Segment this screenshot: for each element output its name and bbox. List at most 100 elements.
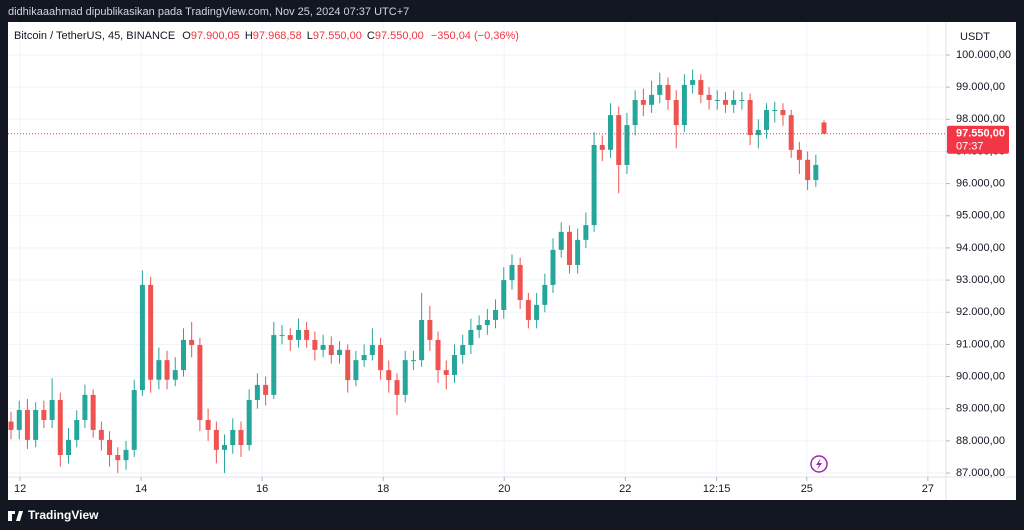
candle-body: [501, 280, 507, 310]
candle-body: [435, 339, 441, 371]
candle-body: [698, 80, 704, 95]
candle-body: [304, 329, 310, 340]
candle-body: [788, 115, 794, 150]
candle-body: [640, 100, 646, 105]
low-value: 97.550,00: [313, 30, 362, 42]
candle-body: [649, 94, 655, 105]
candle-body: [16, 409, 22, 430]
candle-body: [550, 249, 556, 285]
candle-body: [24, 409, 30, 440]
candle-body: [254, 384, 260, 401]
candle-body: [238, 429, 244, 446]
y-tick-label: 89.000,00: [956, 403, 1005, 415]
open-key: O: [182, 30, 191, 42]
candle-body: [172, 370, 178, 380]
author-line: didhikaaahmad dipublikasikan pada Tradin…: [8, 6, 409, 18]
candle-body: [246, 400, 252, 446]
brand-logo: [8, 511, 23, 521]
candle-body: [66, 439, 72, 456]
candle-body: [706, 94, 712, 101]
candle-body: [98, 429, 104, 440]
candle-body: [657, 84, 663, 95]
y-tick-label: 92.000,00: [956, 306, 1005, 318]
candle-body: [525, 300, 531, 320]
y-tick-label: 93.000,00: [956, 274, 1005, 286]
candle-body: [222, 445, 228, 450]
chart-legend: Bitcoin / TetherUS, 45, BINANCE O97.900,…: [14, 30, 519, 42]
candle-body: [386, 370, 392, 381]
candle-body: [427, 319, 433, 340]
x-tick-label: 25: [801, 483, 813, 495]
high-value: 97.968,58: [253, 30, 302, 42]
candle-body: [189, 339, 195, 346]
candle-body: [558, 231, 564, 250]
x-tick-label: 12: [14, 483, 26, 495]
candles: [8, 69, 827, 474]
y-tick-label: 96.000,00: [956, 178, 1005, 190]
alert-icon[interactable]: [810, 455, 828, 473]
candle-body: [517, 264, 523, 301]
candle-body: [361, 355, 367, 361]
y-tick-label: 88.000,00: [956, 435, 1005, 447]
x-tick-label: 22: [619, 483, 631, 495]
candle-body: [739, 100, 745, 102]
candle-body: [82, 394, 88, 420]
candle-body: [57, 400, 63, 456]
candle-body: [279, 335, 285, 337]
change-value: −350,04 (−0,36%): [431, 30, 519, 42]
x-tick-label: 27: [922, 483, 934, 495]
candle-body: [33, 409, 39, 440]
candle-body: [345, 349, 351, 381]
candle-body: [665, 84, 671, 101]
close-key: C: [367, 30, 375, 42]
candle-body: [328, 345, 334, 356]
candle-body: [123, 449, 129, 461]
brand-name: TradingView: [28, 508, 99, 522]
x-tick-label: 18: [377, 483, 389, 495]
candle-body: [312, 339, 318, 350]
candle-body: [493, 309, 499, 320]
y-tick-label: 98.000,00: [956, 113, 1005, 125]
last-price-label: 97.550,00: [956, 128, 1005, 140]
low-key: L: [307, 30, 313, 42]
candle-body: [583, 225, 589, 240]
candle-body: [632, 100, 638, 126]
candle-body: [41, 409, 47, 420]
candle-body: [731, 100, 737, 105]
last-time-label: 07:37: [956, 141, 984, 153]
open-value: 97.900,05: [191, 30, 240, 42]
high-key: H: [245, 30, 253, 42]
candle-body: [534, 304, 540, 320]
y-tick-label: 95.000,00: [956, 210, 1005, 222]
candle-body: [542, 284, 548, 305]
candle-body: [755, 129, 761, 136]
candle-body: [714, 100, 720, 102]
candle-body: [230, 429, 236, 446]
y-tick-label: 87.000,00: [956, 467, 1005, 479]
candle-body: [451, 355, 457, 375]
y-tick-label: 91.000,00: [956, 338, 1005, 350]
candle-body: [115, 455, 121, 461]
candle-body: [821, 122, 827, 134]
candle-body: [8, 421, 14, 430]
x-tick-label: 20: [498, 483, 510, 495]
candle-body: [148, 284, 154, 380]
candle-body: [402, 360, 408, 395]
footer: TradingView: [8, 508, 99, 522]
candle-body: [460, 345, 466, 356]
candle-body: [49, 400, 55, 420]
candle-body: [287, 335, 293, 340]
candle-body: [772, 109, 778, 111]
candle-body: [139, 284, 145, 391]
y-tick-label: 94.000,00: [956, 242, 1005, 254]
candle-body: [566, 231, 572, 265]
candle-body: [673, 100, 679, 126]
candle-body: [320, 345, 326, 350]
candle-body: [197, 345, 203, 420]
candle-body: [764, 109, 770, 130]
candle-body: [722, 100, 728, 105]
candle-body: [180, 339, 186, 371]
last-price-tag: [947, 125, 1009, 154]
alert-bolt[interactable]: [816, 458, 822, 470]
candle-body: [90, 394, 96, 430]
